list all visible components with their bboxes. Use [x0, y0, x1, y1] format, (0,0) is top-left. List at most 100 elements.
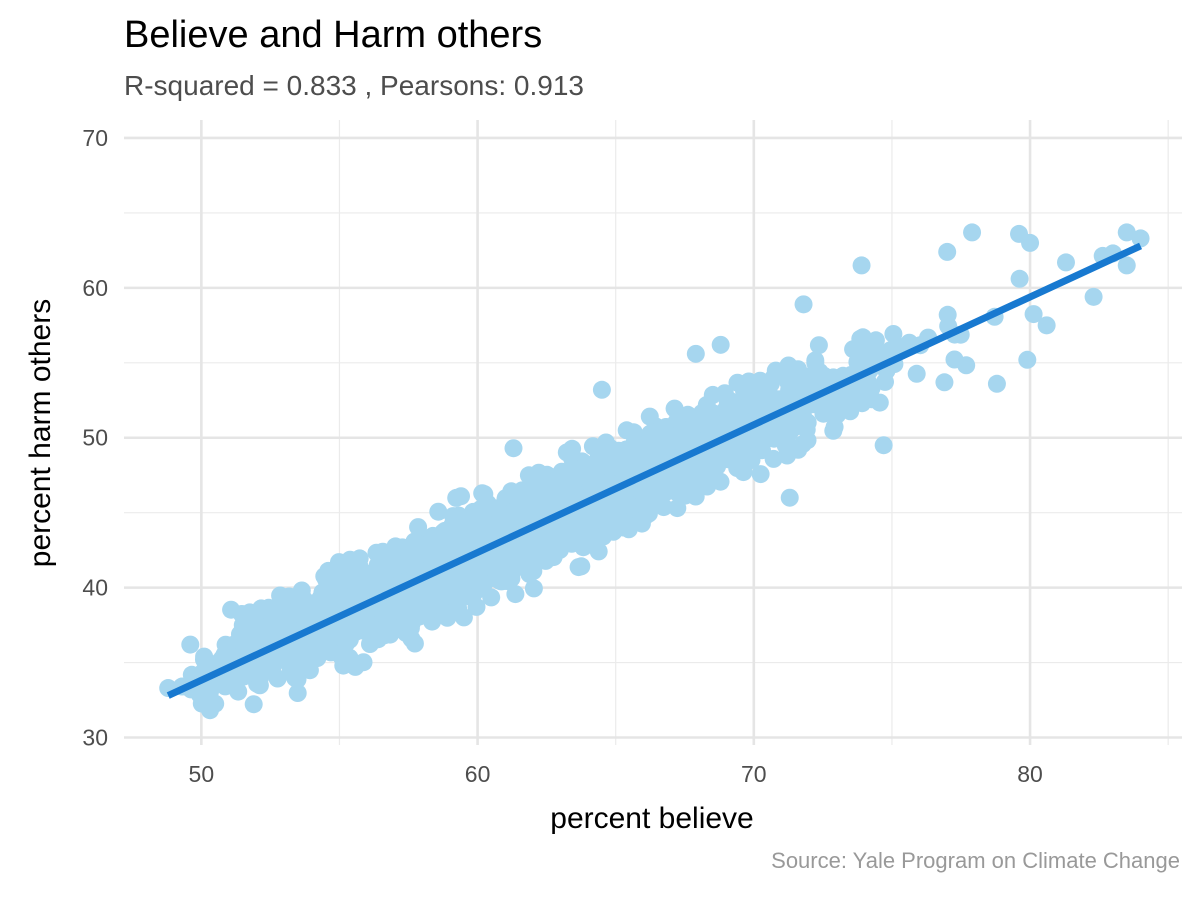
data-point: [429, 502, 448, 521]
data-point: [294, 589, 313, 608]
y-tick-label: 50: [82, 425, 108, 451]
data-point: [478, 557, 497, 576]
y-tick-label: 30: [82, 725, 108, 751]
data-point: [729, 452, 748, 471]
data-point: [464, 502, 483, 521]
data-point: [745, 397, 764, 416]
data-point: [1131, 229, 1150, 248]
data-point: [592, 380, 611, 399]
y-axis-ticks: 30 40 50 60 70: [82, 125, 108, 751]
data-point: [524, 579, 543, 598]
data-point: [759, 390, 778, 409]
data-point: [686, 344, 705, 363]
data-point: [786, 417, 805, 436]
data-point: [499, 566, 518, 585]
data-point: [557, 443, 576, 462]
data-point: [743, 379, 762, 398]
data-point: [634, 495, 653, 514]
data-point: [505, 502, 524, 521]
data-point: [354, 568, 373, 587]
data-point: [343, 617, 362, 636]
data-point: [550, 488, 569, 507]
data-point: [195, 647, 214, 666]
data-point: [454, 568, 473, 587]
data-point: [534, 484, 553, 503]
data-point: [405, 532, 424, 551]
data-point: [1117, 223, 1136, 242]
data-point: [506, 585, 525, 604]
data-point: [286, 653, 305, 672]
x-axis-title: percent believe: [550, 802, 753, 835]
data-point: [957, 356, 976, 375]
x-tick-label: 70: [741, 761, 767, 787]
data-point: [582, 504, 601, 522]
data-point: [987, 374, 1006, 393]
data-point: [425, 534, 444, 553]
trend-line: [166, 242, 1143, 699]
data-point: [397, 613, 416, 632]
data-point: [341, 550, 360, 569]
data-point: [346, 657, 365, 676]
data-point: [1037, 316, 1056, 335]
data-point: [728, 407, 747, 426]
data-point: [271, 608, 290, 627]
data-point: [853, 394, 872, 413]
data-point: [679, 420, 698, 439]
data-point: [751, 465, 770, 484]
data-point: [377, 562, 396, 581]
data-point: [711, 472, 730, 491]
data-point: [380, 603, 399, 621]
data-point: [731, 435, 750, 453]
data-point: [250, 667, 269, 686]
data-point: [838, 388, 857, 407]
data-point: [561, 470, 580, 489]
data-point: [640, 407, 659, 426]
data-point: [870, 393, 889, 412]
data-point: [544, 545, 563, 564]
data-point: [654, 498, 673, 517]
data-point: [181, 635, 200, 654]
data-point: [458, 524, 477, 542]
data-point: [649, 440, 668, 459]
data-point: [823, 401, 842, 420]
data-point: [643, 478, 662, 497]
data-point: [315, 567, 334, 586]
data-point: [504, 439, 523, 458]
chart-caption: Source: Yale Program on Climate Change: [771, 848, 1180, 873]
data-point: [475, 574, 493, 593]
data-point: [517, 537, 536, 555]
data-point: [361, 635, 379, 653]
data-point: [1010, 269, 1029, 288]
y-tick-label: 60: [82, 275, 108, 301]
data-point: [271, 586, 290, 605]
data-point: [1084, 287, 1103, 306]
data-point: [676, 486, 695, 505]
data-point: [809, 336, 828, 355]
data-point: [448, 596, 467, 615]
data-point: [619, 495, 638, 514]
data-point: [409, 518, 428, 537]
y-tick-label: 70: [82, 125, 108, 151]
data-point: [866, 331, 885, 350]
x-tick-label: 60: [465, 761, 491, 787]
data-point: [766, 428, 785, 447]
data-point: [1021, 233, 1040, 252]
data-point: [308, 649, 327, 668]
data-point: [569, 558, 588, 577]
data-point: [780, 488, 799, 507]
data-point: [244, 695, 263, 714]
data-point: [1024, 305, 1043, 324]
data-point: [1018, 350, 1037, 369]
y-axis-title: percent harm others: [24, 299, 57, 567]
data-point: [476, 517, 495, 536]
data-point: [665, 399, 684, 418]
data-point: [625, 433, 644, 452]
data-point: [935, 373, 954, 392]
data-point: [852, 256, 871, 275]
data-point: [700, 413, 719, 432]
data-point: [874, 436, 893, 455]
data-point: [684, 459, 703, 478]
data-point: [524, 562, 543, 581]
data-point: [963, 223, 982, 242]
